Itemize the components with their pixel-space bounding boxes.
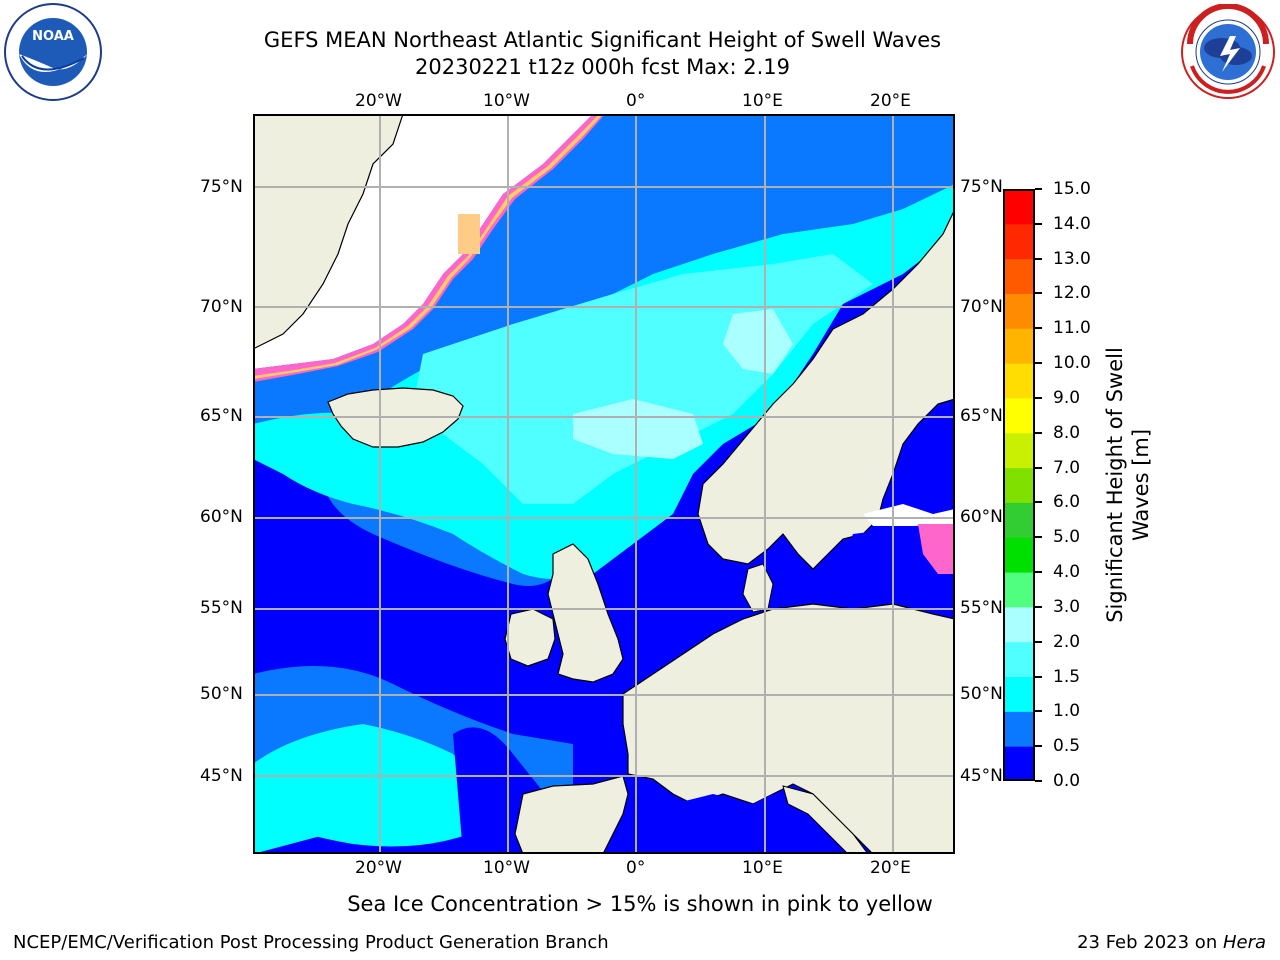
lat-label-right-45n: 45°N bbox=[960, 766, 1003, 786]
lon-label-bottom-20e: 20°E bbox=[870, 858, 911, 878]
colorbar-segment bbox=[1003, 258, 1035, 294]
lat-label-left-70n: 70°N bbox=[200, 297, 243, 317]
map-plot bbox=[253, 114, 955, 854]
colorbar-tick-mark bbox=[1035, 780, 1042, 782]
colorbar-tick-label: 0.5 bbox=[1053, 736, 1081, 757]
colorbar-tick-mark bbox=[1035, 257, 1042, 260]
colorbar-tick-label: 7.0 bbox=[1053, 457, 1081, 478]
colorbar-tick-mark bbox=[1035, 536, 1042, 539]
colorbar-segment bbox=[1003, 432, 1035, 469]
lon-label-top-20w: 20°W bbox=[355, 91, 402, 111]
footer-credit: NCEP/EMC/Verification Post Processing Pr… bbox=[13, 932, 609, 953]
sea-ice-note: Sea Ice Concentration > 15% is shown in … bbox=[347, 892, 933, 916]
colorbar-segment bbox=[1003, 606, 1035, 643]
colorbar-frame bbox=[1003, 189, 1035, 781]
lat-label-right-60n: 60°N bbox=[960, 507, 1003, 527]
colorbar-tick-label: 9.0 bbox=[1053, 387, 1081, 408]
colorbar-segment bbox=[1003, 293, 1035, 329]
colorbar-tick-label: 2.0 bbox=[1053, 631, 1081, 652]
colorbar-tick-mark bbox=[1035, 640, 1042, 643]
colorbar bbox=[1003, 189, 1035, 781]
colorbar-tick-mark bbox=[1035, 431, 1042, 434]
colorbar-tick-label: 10.0 bbox=[1053, 353, 1091, 374]
colorbar-tick-mark bbox=[1035, 745, 1042, 748]
map-subtitle: 20230221 t12z 000h fcst Max: 2.19 bbox=[415, 55, 790, 79]
lat-label-right-55n: 55°N bbox=[960, 598, 1003, 618]
colorbar-tick-label: 3.0 bbox=[1053, 596, 1081, 617]
lon-label-top-10w: 10°W bbox=[483, 91, 530, 111]
colorbar-tick-mark bbox=[1035, 571, 1042, 574]
noaa-logo: NOAA bbox=[4, 3, 102, 101]
colorbar-tick-label: 1.0 bbox=[1053, 701, 1081, 722]
lon-label-bottom-10e: 10°E bbox=[742, 858, 783, 878]
colorbar-segment bbox=[1003, 363, 1035, 399]
colorbar-tick-label: 14.0 bbox=[1053, 213, 1091, 234]
colorbar-label-line1: Significant Height of Swell bbox=[1103, 347, 1127, 623]
lon-label-top-10e: 10°E bbox=[742, 91, 783, 111]
colorbar-segment bbox=[1003, 537, 1035, 573]
colorbar-tick-mark bbox=[1035, 605, 1042, 608]
lon-label-top-0: 0° bbox=[626, 91, 646, 111]
colorbar-tick-label: 8.0 bbox=[1053, 422, 1081, 443]
colorbar-segment bbox=[1003, 746, 1035, 781]
lon-label-top-20e: 20°E bbox=[870, 91, 911, 111]
lat-label-left-50n: 50°N bbox=[200, 684, 243, 704]
colorbar-tick-label: 0.0 bbox=[1053, 771, 1081, 791]
map-title: GEFS MEAN Northeast Atlantic Significant… bbox=[263, 28, 942, 52]
colorbar-tick-mark bbox=[1035, 188, 1042, 190]
colorbar-tick-label: 4.0 bbox=[1053, 562, 1081, 583]
lat-label-right-75n: 75°N bbox=[960, 177, 1003, 197]
colorbar-tick-label: 6.0 bbox=[1053, 492, 1081, 513]
lat-label-left-75n: 75°N bbox=[200, 177, 243, 197]
lat-label-right-65n: 65°N bbox=[960, 406, 1003, 426]
noaa-logo-text: NOAA bbox=[32, 29, 74, 44]
lon-label-bottom-20w: 20°W bbox=[355, 858, 402, 878]
colorbar-tick-label: 5.0 bbox=[1053, 527, 1081, 548]
lat-label-right-70n: 70°N bbox=[960, 297, 1003, 317]
lat-label-right-50n: 50°N bbox=[960, 684, 1003, 704]
footer-host: Hera bbox=[1222, 932, 1266, 953]
colorbar-tick-mark bbox=[1035, 292, 1042, 295]
footer-date-text: 23 Feb 2023 on bbox=[1077, 932, 1223, 953]
colorbar-tick-label: 1.5 bbox=[1053, 666, 1081, 687]
colorbar-tick-label: 11.0 bbox=[1053, 318, 1091, 339]
colorbar-tick-mark bbox=[1035, 466, 1042, 469]
colorbar-segment bbox=[1003, 189, 1035, 225]
colorbar-label-line2: Waves [m] bbox=[1129, 428, 1153, 542]
colorbar-segment bbox=[1003, 397, 1035, 434]
lat-label-left-55n: 55°N bbox=[200, 598, 243, 618]
colorbar-tick-label: 15.0 bbox=[1053, 179, 1091, 199]
colorbar-segment bbox=[1003, 711, 1035, 747]
colorbar-tick-mark bbox=[1035, 710, 1042, 713]
colorbar-segment bbox=[1003, 502, 1035, 538]
lat-label-left-60n: 60°N bbox=[200, 507, 243, 527]
colorbar-tick-mark bbox=[1035, 501, 1042, 504]
colorbar-segment bbox=[1003, 572, 1035, 608]
colorbar-tick-label: 12.0 bbox=[1053, 283, 1091, 304]
lat-label-left-45n: 45°N bbox=[200, 766, 243, 786]
colorbar-segment bbox=[1003, 223, 1035, 260]
footer-date: 23 Feb 2023 on Hera bbox=[1077, 932, 1266, 954]
colorbar-segment bbox=[1003, 676, 1035, 712]
colorbar-tick-mark bbox=[1035, 327, 1042, 330]
colorbar-tick-label: 13.0 bbox=[1053, 248, 1091, 269]
colorbar-tick-mark bbox=[1035, 396, 1042, 399]
colorbar-tick-mark bbox=[1035, 362, 1042, 365]
colorbar-tick-mark bbox=[1035, 222, 1042, 225]
lon-label-bottom-0: 0° bbox=[626, 858, 646, 878]
lat-label-left-65n: 65°N bbox=[200, 406, 243, 426]
colorbar-segment bbox=[1003, 641, 1035, 678]
map-frame bbox=[253, 114, 955, 854]
colorbar-segment bbox=[1003, 328, 1035, 364]
lon-label-bottom-10w: 10°W bbox=[483, 858, 530, 878]
nws-logo bbox=[1181, 4, 1275, 99]
map-grid bbox=[253, 114, 955, 854]
colorbar-tick-mark bbox=[1035, 675, 1042, 678]
colorbar-segment bbox=[1003, 467, 1035, 503]
